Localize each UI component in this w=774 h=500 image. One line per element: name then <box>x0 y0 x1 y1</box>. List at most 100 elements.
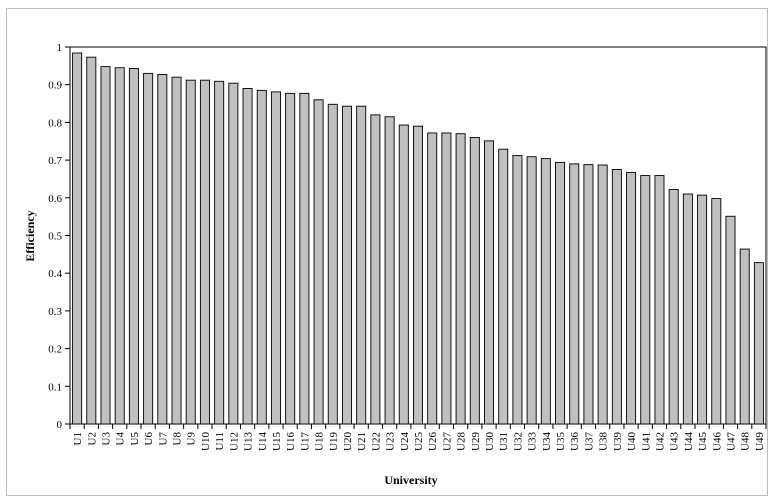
x-tick-label: U36 <box>569 432 581 451</box>
y-tick-label: 1 <box>57 42 63 54</box>
bar-u26 <box>427 132 438 425</box>
bar-u44 <box>682 193 693 425</box>
bar-u8 <box>171 76 182 425</box>
x-tick-label: U23 <box>385 432 397 451</box>
x-tick-label: U19 <box>328 432 340 451</box>
x-tick-labels: U1 U2 U3 U4 U5 U6 U7 U8 U9 U10 U11 U12 U13 U14 U15 U16 U… <box>72 432 766 451</box>
bar-u42 <box>654 175 665 425</box>
x-tick-label: U2 <box>86 432 98 445</box>
x-tick-label: U30 <box>484 432 496 451</box>
x-tick-label: U21 <box>356 432 368 451</box>
x-tick-label: U4 <box>115 432 127 446</box>
bar-u38 <box>597 164 608 425</box>
bar-u18 <box>313 99 324 425</box>
y-tick-label: 0.1 <box>48 381 62 393</box>
bar-u31 <box>498 148 509 425</box>
y-tick-label: 0.6 <box>48 193 62 205</box>
x-tick-label: U46 <box>711 432 723 451</box>
bar-u34 <box>540 158 551 425</box>
x-tick-label: U6 <box>143 432 155 446</box>
bar-u5 <box>128 68 139 425</box>
bar-u23 <box>384 116 395 425</box>
bar-u22 <box>370 114 381 425</box>
x-tick-label: U14 <box>257 432 269 451</box>
bar-u20 <box>341 105 352 425</box>
x-tick-label: U17 <box>299 432 311 451</box>
y-tick-label: 0.5 <box>48 231 62 243</box>
x-tick-label: U28 <box>456 432 468 451</box>
x-tick-label: U24 <box>399 432 411 451</box>
x-tick-label: U32 <box>512 432 524 451</box>
x-tick-label: U43 <box>669 432 681 451</box>
bar-u46 <box>711 198 722 425</box>
x-tick-label: U37 <box>583 432 595 451</box>
bar-u9 <box>185 79 196 425</box>
bar-u32 <box>512 155 523 425</box>
x-tick-label: U11 <box>214 432 226 451</box>
x-tick-label: U40 <box>626 432 638 451</box>
bar-u6 <box>143 72 154 425</box>
x-tick-label: U27 <box>441 432 453 451</box>
bar-u1 <box>72 52 83 425</box>
x-tick-label: U26 <box>427 432 439 451</box>
x-tick-label: U25 <box>413 432 425 451</box>
x-tick-label: U42 <box>654 432 666 451</box>
bar-u39 <box>611 169 622 425</box>
bar-u15 <box>270 91 281 425</box>
x-tick-label: U1 <box>72 432 84 445</box>
y-axis-title: Efficiency <box>23 210 37 261</box>
x-tick-label: U38 <box>598 432 610 451</box>
y-tick-label: 0.4 <box>48 268 62 280</box>
x-tick-label: U7 <box>157 432 169 446</box>
bar-u13 <box>242 88 253 425</box>
bar-u2 <box>86 56 97 425</box>
bar-u24 <box>398 124 409 425</box>
bar-u30 <box>484 140 495 425</box>
bar-u14 <box>256 89 267 425</box>
x-tick-label: U15 <box>271 432 283 451</box>
x-tick-label: U16 <box>285 432 297 451</box>
bar-u19 <box>327 103 338 425</box>
bar-u35 <box>555 161 566 425</box>
bar-u3 <box>100 66 111 425</box>
x-tick-label: U47 <box>725 432 737 451</box>
x-tick-label: U3 <box>101 432 113 446</box>
x-tick-label: U29 <box>470 432 482 451</box>
x-tick-label: U34 <box>541 432 553 451</box>
x-tick-label: U22 <box>370 432 382 451</box>
x-axis-title: University <box>384 473 437 487</box>
bars <box>72 52 764 425</box>
x-tick-label: U5 <box>129 432 141 446</box>
bar-u40 <box>626 172 637 425</box>
bar-u10 <box>199 79 210 425</box>
x-tick-label: U18 <box>314 432 326 451</box>
x-tick-label: U20 <box>342 432 354 451</box>
x-tick-label: U31 <box>498 432 510 451</box>
y-tick-label: 0.8 <box>48 117 62 129</box>
bar-u48 <box>739 248 750 425</box>
x-tick-label: U44 <box>683 432 695 451</box>
bar-u21 <box>356 105 367 425</box>
x-tick-label: U9 <box>186 432 198 446</box>
y-tick-label: 0.3 <box>48 306 62 318</box>
x-tick-label: U10 <box>200 432 212 451</box>
bar-u33 <box>526 156 537 425</box>
bar-u7 <box>157 74 168 425</box>
bar-u28 <box>455 133 466 425</box>
x-tick-label: U48 <box>740 432 752 451</box>
y-tick-label: 0 <box>57 419 63 431</box>
x-tick-label: U12 <box>228 432 240 451</box>
x-tick-label: U13 <box>243 432 255 451</box>
y-tick-label: 0.7 <box>48 155 62 167</box>
bar-u27 <box>441 132 452 425</box>
bar-u4 <box>114 67 125 425</box>
bar-u41 <box>640 175 651 425</box>
y-tick-labels: 0 0.1 0.2 0.3 0.4 0.5 0.6 0.7 0.8 0.9 1 <box>48 42 62 431</box>
bar-u45 <box>697 194 708 425</box>
x-tick-label: U39 <box>612 432 624 451</box>
x-tick-label: U33 <box>527 432 539 451</box>
x-tick-label: U8 <box>172 432 184 446</box>
bar-u17 <box>299 92 310 425</box>
bar-u36 <box>569 163 580 425</box>
